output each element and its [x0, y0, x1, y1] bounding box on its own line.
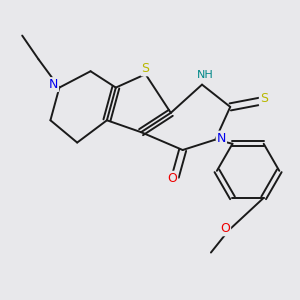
Text: O: O — [220, 222, 230, 235]
Text: N: N — [217, 132, 226, 145]
Text: S: S — [142, 62, 149, 75]
Text: O: O — [167, 172, 177, 185]
Text: NH: NH — [196, 70, 213, 80]
Text: N: N — [49, 78, 58, 91]
Text: S: S — [260, 92, 268, 105]
